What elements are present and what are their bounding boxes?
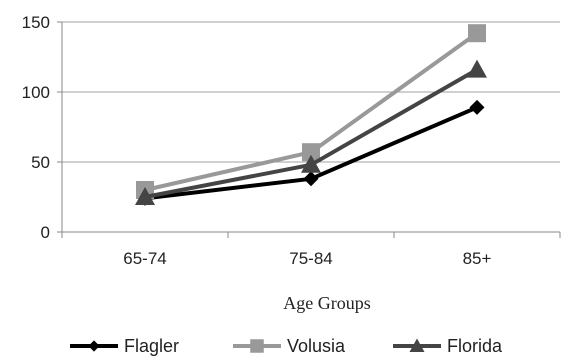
y-tick-label: 0 [41,223,50,242]
legend-marker [88,340,100,352]
legend-item-volusia: Volusia [233,336,346,356]
data-point-volusia [468,24,486,43]
y-tick-labels: 0 50 100 150 [22,13,50,242]
series-lines [135,24,487,206]
legend-label: Volusia [287,336,346,356]
x-tick-labels: 65-74 75-84 85+ [123,249,491,268]
data-point-florida [467,59,487,78]
data-point-flagler [303,171,319,187]
data-point-flagler [469,99,485,115]
y-tick-label: 150 [22,13,50,32]
legend-label: Flagler [124,336,179,356]
legend-marker [250,339,264,353]
y-tick-label: 50 [31,153,50,172]
series-florida [135,59,487,205]
data-point-florida [301,154,321,173]
legend-label: Florida [447,336,503,356]
gridlines [62,21,560,163]
legend-item-flagler: Flagler [70,336,179,356]
legend: Flagler Volusia Florida [70,336,503,356]
x-axis-label: Age Groups [283,293,371,313]
legend-item-florida: Florida [393,336,503,356]
data-point-volusia [302,143,320,162]
data-point-florida [135,187,155,205]
x-tick-label: 65-74 [123,249,166,268]
y-tick-label: 100 [22,83,50,102]
legend-marker [409,338,425,352]
axes [57,21,561,238]
x-tick-label: 75-84 [289,249,332,268]
x-tick-label: 85+ [463,249,492,268]
